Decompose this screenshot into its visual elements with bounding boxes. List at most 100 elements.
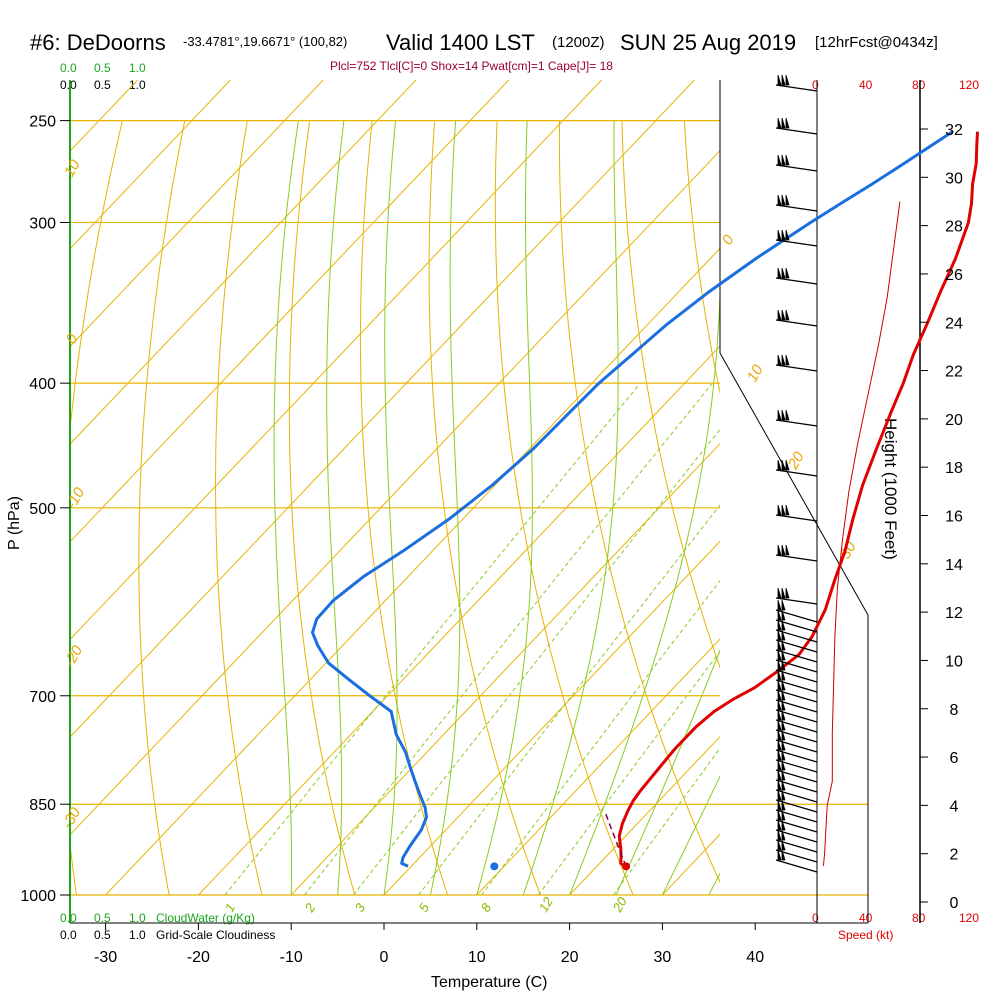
height-tick-label: 32 bbox=[945, 122, 963, 139]
moist-adiabat bbox=[476, 120, 533, 895]
mixing-ratio-label: 3 bbox=[352, 900, 369, 914]
height-tick-label: 16 bbox=[945, 509, 963, 526]
isotherm-line bbox=[70, 80, 324, 348]
mixing-ratio-label: 8 bbox=[478, 900, 495, 914]
wind-barb-flag bbox=[781, 739, 786, 751]
isotherm-label: 10 bbox=[61, 156, 84, 180]
station-title: #6: DeDoorns bbox=[30, 30, 166, 55]
wind-barb-flag bbox=[777, 759, 782, 771]
wind-barb-flag bbox=[785, 154, 790, 166]
wind-barb-flag bbox=[781, 809, 786, 821]
x-tick-label: -20 bbox=[187, 949, 210, 966]
wind-barb-flag bbox=[781, 544, 786, 556]
wind-barb bbox=[775, 364, 818, 372]
cloudwater-tick-bottom-1: 0.5 bbox=[94, 911, 111, 925]
speed-tick-top-1: 40 bbox=[859, 78, 873, 92]
wind-barb-flag bbox=[781, 819, 786, 831]
cloudiness-tick-top-1: 0.5 bbox=[94, 78, 111, 92]
p-tick-label: 850 bbox=[29, 797, 56, 814]
isotherm-line bbox=[70, 80, 695, 738]
isotherm-label: -30 bbox=[59, 804, 85, 832]
wind-barb bbox=[775, 127, 818, 135]
cloudwater-tick-top-0: 0.0 bbox=[60, 61, 77, 75]
moist-adiabat bbox=[383, 120, 398, 895]
mixing-ratio-line bbox=[418, 504, 720, 895]
profiles bbox=[311, 130, 979, 871]
wind-barb-flag bbox=[781, 759, 786, 771]
wind-barb-flag bbox=[777, 194, 782, 206]
cloudiness-tick-bottom-1: 0.5 bbox=[94, 928, 111, 942]
height-tick-label: 30 bbox=[945, 170, 963, 187]
cloudiness-tick-top-0: 0.0 bbox=[60, 78, 77, 92]
x-tick-label: 30 bbox=[654, 949, 672, 966]
wind-barb-flag bbox=[781, 619, 786, 631]
wind-barb-flag bbox=[781, 719, 786, 731]
isotherm-label: 0 bbox=[63, 331, 82, 347]
wind-barb-flag bbox=[777, 689, 782, 701]
speed-axis-label: Speed (kt) bbox=[838, 928, 893, 942]
wind-barb-flag bbox=[781, 659, 786, 671]
axis-ticks: -30 -20 -10 0 10 20 30 402503004005007008501000… bbox=[20, 114, 963, 966]
x-tick-label: 0 bbox=[380, 949, 389, 966]
wind-barb-flag bbox=[781, 799, 786, 811]
moist-adiabat bbox=[429, 120, 461, 895]
wind-barb-flag bbox=[777, 709, 782, 721]
cloudiness-tick-top-2: 1.0 bbox=[129, 78, 146, 92]
wind-barb-flag bbox=[781, 194, 786, 206]
wind-barb-flag bbox=[781, 729, 786, 741]
wind-barb-flag bbox=[777, 599, 782, 611]
wind-barb-flag bbox=[785, 354, 790, 366]
isotherm-line bbox=[290, 442, 720, 895]
temperature-profile bbox=[617, 131, 979, 868]
isotherm-line bbox=[70, 80, 231, 250]
height-tick-label: 8 bbox=[950, 702, 959, 719]
wind-barb-flag bbox=[777, 117, 782, 129]
wind-barb bbox=[775, 859, 818, 873]
wind-barb-flag bbox=[777, 587, 782, 599]
x-tick-label: 20 bbox=[561, 949, 579, 966]
wind-barb-flag bbox=[777, 839, 782, 851]
moist-adiabat bbox=[615, 648, 720, 895]
wind-barb-flag bbox=[781, 679, 786, 691]
mixing-ratio-label: 12 bbox=[536, 894, 557, 915]
height-axis-title: Height (1000 Feet) bbox=[881, 418, 900, 560]
wind-barb-flag bbox=[777, 799, 782, 811]
height-tick-label: 24 bbox=[945, 315, 963, 332]
dry-adiabat bbox=[214, 120, 263, 895]
wind-barbs bbox=[775, 74, 818, 873]
wind-barb bbox=[775, 469, 818, 477]
p-tick-label: 1000 bbox=[20, 888, 56, 905]
moist-adiabat bbox=[661, 775, 720, 895]
surface-dewpoint-dot bbox=[490, 862, 499, 871]
wind-barb-flag bbox=[785, 587, 790, 599]
mixing-ratio-line bbox=[353, 428, 720, 895]
mixing-ratio-label: 2 bbox=[301, 900, 318, 915]
wind-barb-flag bbox=[777, 74, 782, 86]
dry-adiabat bbox=[494, 120, 634, 895]
wind-barb-flag bbox=[781, 629, 786, 641]
isotherm-line bbox=[569, 735, 720, 895]
wind-barb-flag bbox=[777, 504, 782, 516]
wind-barb-flag bbox=[785, 229, 790, 241]
height-tick-label: 0 bbox=[950, 895, 959, 912]
x-axis-title: Temperature (C) bbox=[431, 974, 547, 991]
wind-barb-flag bbox=[777, 779, 782, 791]
height-tick-label: 10 bbox=[945, 653, 963, 670]
wind-barb-flag bbox=[777, 459, 782, 471]
mixing-ratio-line bbox=[224, 382, 641, 895]
wind-barb-flag bbox=[777, 819, 782, 831]
dry-adiabat bbox=[70, 120, 123, 895]
wind-barb-flag bbox=[777, 629, 782, 641]
wind-barb bbox=[775, 277, 818, 285]
wind-barb-flag bbox=[777, 649, 782, 661]
moist-adiabat bbox=[326, 120, 345, 895]
wind-barb-flag bbox=[785, 459, 790, 471]
wind-barb-flag bbox=[777, 354, 782, 366]
cloudwater-tick-top-2: 1.0 bbox=[129, 61, 146, 75]
wind-barb bbox=[775, 554, 818, 562]
dry-adiabat bbox=[138, 120, 186, 895]
isotherm-line bbox=[755, 80, 1000, 895]
cloudiness-tick-bottom-2: 1.0 bbox=[129, 928, 146, 942]
wind-barb bbox=[775, 597, 818, 605]
